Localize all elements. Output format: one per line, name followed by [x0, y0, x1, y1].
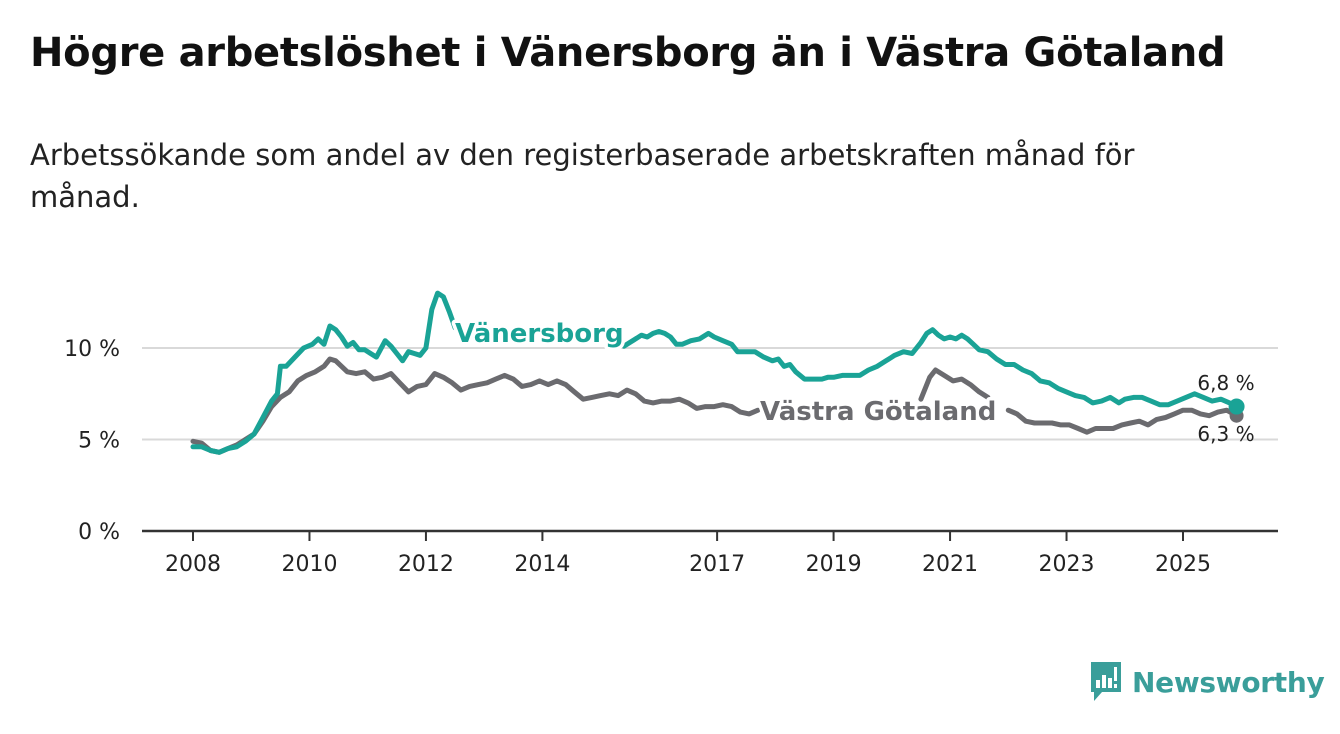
axes: 0 % 5 % 10 % 2008 2010 2012 2014 2017 2019 2021 20… — [64, 337, 1278, 577]
newsworthy-logo-icon — [1091, 662, 1121, 701]
grid-lines — [142, 347, 1278, 441]
x-tick-label: 2019 — [806, 552, 862, 577]
newsworthy-wordmark: Newsworthy — [1132, 665, 1325, 699]
line-chart: 0 % 5 % 10 % 2008 2010 2012 2014 2017 2019 2021 20… — [64, 290, 1278, 577]
series-line-vanersborg — [190, 290, 458, 455]
x-tick-label: 2014 — [514, 552, 570, 577]
end-value-vanersborg: 6,8 % — [1197, 371, 1254, 395]
newsworthy-brand[interactable]: Newsworthy — [1088, 660, 1325, 704]
series-label-vanersborg: Vänersborg — [455, 319, 624, 349]
chart-subtitle: Arbetssökande som andel av den registerb… — [30, 138, 1135, 214]
x-tick-label: 2008 — [165, 552, 221, 577]
x-tick-label: 2023 — [1039, 552, 1095, 577]
series-line-vanersborg — [621, 327, 1240, 410]
x-tick-label: 2012 — [398, 552, 454, 577]
end-value-vastra-gotaland: 6,3 % — [1197, 422, 1254, 446]
series-line-vastra-gotaland — [1005, 407, 1240, 435]
y-tick-label: 0 % — [78, 520, 120, 545]
x-tick-label: 2017 — [689, 552, 745, 577]
x-tick-label: 2021 — [922, 552, 978, 577]
series-line-vastra-gotaland — [190, 356, 761, 455]
series-line-vastra-gotaland — [918, 367, 991, 402]
x-tick-label: 2025 — [1155, 552, 1211, 577]
series-labels: Vänersborg Västra Götaland 6,8 % 6,3 % — [452, 316, 1255, 447]
series-lines — [190, 290, 1245, 455]
series-label-vastra-gotaland: Västra Götaland — [760, 397, 996, 427]
y-tick-label: 5 % — [78, 429, 120, 454]
y-tick-label: 10 % — [64, 337, 120, 362]
chart-title: Högre arbetslöshet i Vänersborg än i Väs… — [30, 30, 1226, 76]
x-tick-label: 2010 — [281, 552, 337, 577]
endpoint-dot-vanersborg — [1228, 398, 1245, 415]
